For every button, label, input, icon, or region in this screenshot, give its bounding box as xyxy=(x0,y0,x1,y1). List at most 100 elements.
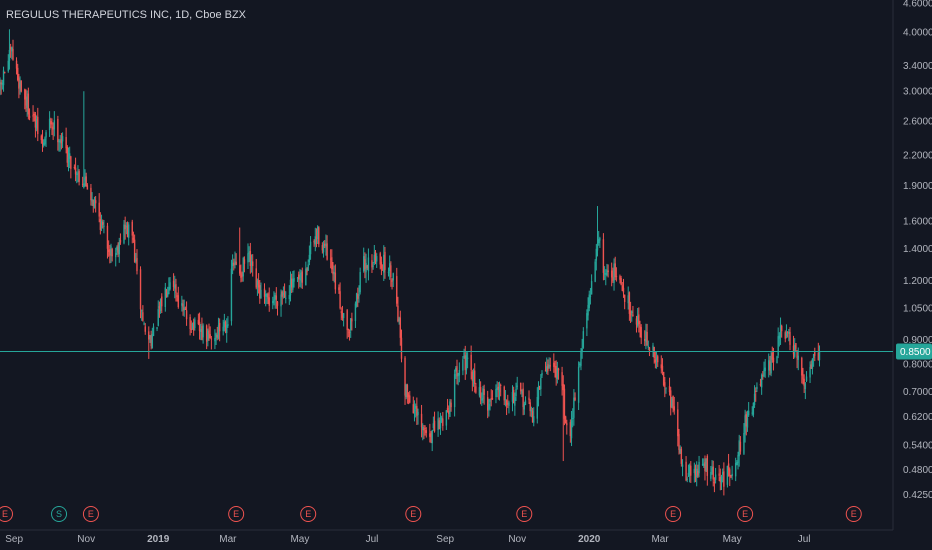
candle xyxy=(143,321,145,326)
candle-body xyxy=(701,464,704,466)
candle xyxy=(483,384,485,405)
candle xyxy=(398,316,400,325)
candle xyxy=(752,402,755,418)
candle-body xyxy=(184,308,187,310)
candle xyxy=(797,347,799,371)
earnings-event-marker: E xyxy=(228,506,245,522)
time-axis[interactable]: Sep Nov 2019 Mar May Jul Sep Nov 2020 Mar May Jul xyxy=(5,534,810,545)
candle xyxy=(41,129,44,152)
candle xyxy=(34,111,37,138)
candle xyxy=(68,146,71,169)
candle xyxy=(439,412,442,435)
candle xyxy=(293,270,295,288)
earnings-event-marker: E xyxy=(516,506,533,522)
candle-body xyxy=(514,397,516,406)
candle xyxy=(635,315,638,333)
candle xyxy=(474,363,476,393)
candle-body xyxy=(58,141,60,143)
candle xyxy=(644,330,646,346)
candle-body xyxy=(409,395,411,403)
candle-body xyxy=(164,287,167,307)
candle-body xyxy=(383,254,385,273)
candle xyxy=(786,331,789,338)
candle xyxy=(763,361,765,378)
candle-body xyxy=(307,264,309,271)
candle-body xyxy=(557,368,560,371)
candle-body xyxy=(66,146,69,163)
plot-area[interactable] xyxy=(0,29,821,496)
candle xyxy=(268,287,270,312)
candle-body xyxy=(573,397,575,418)
candle-body xyxy=(499,384,502,386)
price-axis[interactable]: 4.6000 4.0000 3.4000 3.0000 2.6000 2.2000 1.90… xyxy=(903,0,932,501)
candle-body xyxy=(299,278,301,280)
candle xyxy=(596,206,599,257)
candle-body xyxy=(1,82,4,85)
candle xyxy=(355,292,358,308)
candle xyxy=(523,401,525,415)
candle xyxy=(19,76,21,95)
candle xyxy=(263,283,266,304)
candle-body xyxy=(9,47,12,50)
candle xyxy=(440,415,443,424)
candle xyxy=(465,352,468,375)
candle-body xyxy=(752,402,755,415)
candle xyxy=(299,269,301,287)
candle-body xyxy=(107,249,110,253)
candle xyxy=(12,39,14,61)
candle xyxy=(351,312,353,331)
candle-body xyxy=(248,252,250,254)
candle-body xyxy=(226,325,228,333)
candle xyxy=(210,335,213,350)
candle xyxy=(81,176,84,188)
candle xyxy=(736,460,738,466)
candle xyxy=(166,286,169,298)
candle xyxy=(161,293,163,314)
candle-body xyxy=(314,236,316,245)
candle-body xyxy=(646,331,648,346)
candle xyxy=(661,358,664,376)
candle xyxy=(380,256,383,276)
candle xyxy=(512,386,515,404)
candle xyxy=(25,89,27,112)
candle xyxy=(511,385,514,412)
candle xyxy=(288,285,291,305)
candle xyxy=(548,357,550,369)
candle-body xyxy=(687,472,690,477)
candle xyxy=(619,274,621,284)
candle xyxy=(771,346,773,363)
candle xyxy=(175,278,177,302)
candle xyxy=(124,216,126,240)
candle-body xyxy=(51,122,53,125)
candle xyxy=(243,256,246,273)
candle xyxy=(125,222,128,235)
candle xyxy=(570,410,573,447)
candle-body xyxy=(48,118,51,130)
candle-body xyxy=(259,285,261,299)
candle-body xyxy=(340,311,342,313)
event-marker-circle xyxy=(300,506,317,522)
candle-body xyxy=(24,89,26,100)
candle xyxy=(495,384,497,404)
event-marker-circle xyxy=(405,506,422,522)
earnings-event-marker: E xyxy=(665,506,682,522)
candle-body xyxy=(158,306,161,309)
candle xyxy=(381,264,384,271)
candle-body xyxy=(786,331,789,333)
candle-body xyxy=(2,70,5,86)
event-marker-label: E xyxy=(410,509,416,519)
candle-body xyxy=(32,115,34,117)
candle xyxy=(430,431,432,444)
current-price-line: 0.8500 xyxy=(0,343,932,360)
candle-body xyxy=(511,391,514,402)
candle xyxy=(456,359,458,385)
candle-body xyxy=(366,265,368,269)
candle xyxy=(267,292,269,305)
candle-body xyxy=(325,244,327,247)
candle-body xyxy=(515,388,517,397)
candle-body xyxy=(161,296,163,307)
candle-body xyxy=(491,397,494,400)
candle-body xyxy=(380,261,383,269)
candle xyxy=(234,251,236,269)
